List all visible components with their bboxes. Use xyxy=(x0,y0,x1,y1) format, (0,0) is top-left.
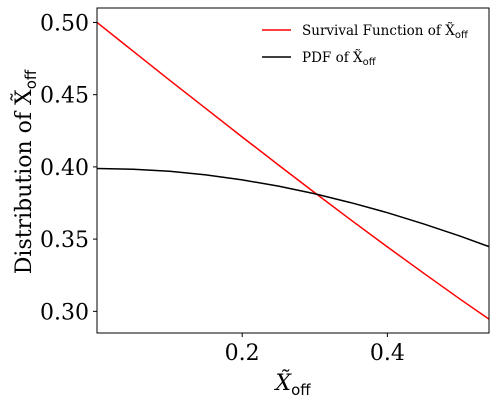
series-line-survival xyxy=(96,21,490,320)
x-axis-label-main: X̃ xyxy=(273,370,292,396)
ticks: 0.2 0.4 0.30 0.35 0.40 0.45 0.50 xyxy=(40,11,405,366)
x-axis-label: X̃off xyxy=(273,370,311,399)
y-axis-label-sub: off xyxy=(22,69,40,89)
x-axis-label-sub: off xyxy=(291,381,311,399)
x-tick-label: 0.2 xyxy=(225,341,260,366)
y-axis-label: Distribution of X̃off xyxy=(11,69,40,274)
legend-label-pdf-name: PDF of X̃ xyxy=(302,50,363,66)
y-tick-label: 0.50 xyxy=(40,11,89,36)
y-tick-label: 0.35 xyxy=(40,228,89,253)
legend-label-survival: Survival Function of X̃off xyxy=(302,23,469,41)
legend-label-pdf-sub: off xyxy=(363,57,377,68)
x-tick-label: 0.4 xyxy=(370,341,405,366)
legend-label-survival-name: Survival Function of X̃ xyxy=(302,23,455,39)
y-axis-label-main: Distribution of X̃ xyxy=(11,89,37,274)
series-line-pdf xyxy=(96,167,490,248)
y-tick-label: 0.40 xyxy=(40,156,89,181)
plot-lines xyxy=(96,21,490,320)
legend-label-pdf: PDF of X̃off xyxy=(302,50,377,68)
legend-label-survival-sub: off xyxy=(455,30,469,41)
plot-frame xyxy=(96,7,490,334)
y-tick-label: 0.30 xyxy=(40,300,89,325)
y-tick-label: 0.45 xyxy=(40,84,89,109)
legend: Survival Function of X̃off PDF of X̃off xyxy=(262,23,469,68)
